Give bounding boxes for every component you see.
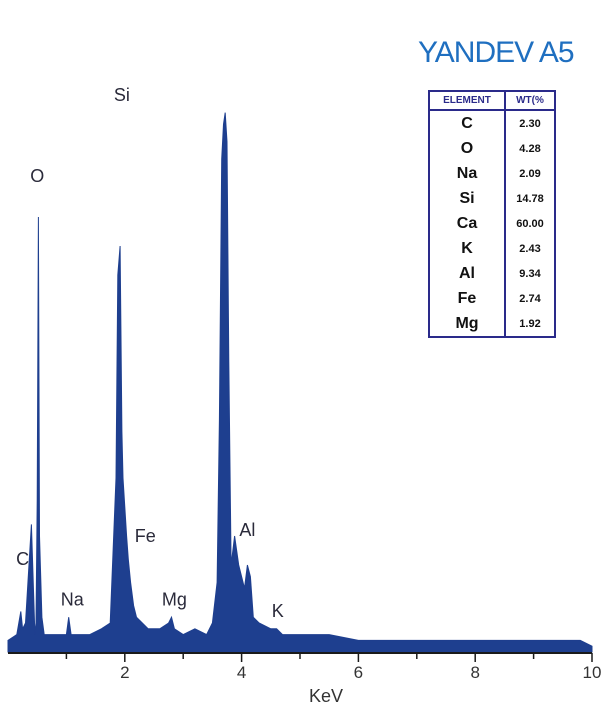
plot-area bbox=[7, 112, 593, 653]
element-cell: Mg bbox=[429, 311, 506, 337]
peak-label-al: Al bbox=[239, 520, 255, 540]
column-header-wt: WT(% bbox=[505, 91, 555, 111]
element-cell: Si bbox=[429, 186, 506, 211]
wt-cell: 2.43 bbox=[519, 242, 541, 255]
peak-label-c: C bbox=[16, 549, 29, 569]
wt-cell: 4.28 bbox=[519, 142, 541, 155]
x-tick-label: 6 bbox=[354, 663, 363, 682]
wt-cell: 60.00 bbox=[516, 217, 544, 230]
element-cell: Al bbox=[429, 261, 506, 286]
table-row: C 2.30 bbox=[429, 110, 555, 136]
x-tick-label: 2 bbox=[120, 663, 129, 682]
composition-table: ELEMENT WT(% C 2.30 O 4.28 Na 2.09 Si 14.78 Ca 60… bbox=[428, 90, 556, 338]
table-row: Si 14.78 bbox=[429, 186, 555, 211]
column-header-element: ELEMENT bbox=[429, 91, 506, 111]
element-cell: Ca bbox=[429, 211, 506, 236]
wt-cell: 9.34 bbox=[519, 267, 541, 280]
wt-cell: 14.78 bbox=[516, 192, 544, 205]
table-header-row: ELEMENT WT(% bbox=[429, 91, 555, 111]
chart-title: YANDEV A5 bbox=[418, 36, 575, 69]
peak-label-k: K bbox=[272, 601, 284, 621]
table-row: Fe 2.74 bbox=[429, 286, 555, 311]
element-cell: O bbox=[429, 136, 506, 161]
x-axis: 2 4 6 8 10 bbox=[8, 652, 602, 682]
element-cell: Fe bbox=[429, 286, 506, 311]
wt-cell: 2.74 bbox=[519, 292, 541, 305]
table-row: Ca 60.00 bbox=[429, 211, 555, 236]
x-tick-label: 4 bbox=[237, 663, 246, 682]
wt-cell: 2.09 bbox=[519, 167, 541, 180]
peak-labels: CONaSiFeMgCaAlK bbox=[16, 85, 284, 621]
x-tick-label: 8 bbox=[470, 663, 479, 682]
x-tick-label: 10 bbox=[583, 663, 602, 682]
table-row: O 4.28 bbox=[429, 136, 555, 161]
peak-label-o: O bbox=[30, 166, 44, 186]
peak-label-si: Si bbox=[114, 85, 130, 105]
element-cell: Na bbox=[429, 161, 506, 186]
spectrum-series bbox=[7, 112, 593, 653]
element-cell: K bbox=[429, 236, 506, 261]
x-axis-label: KeV bbox=[309, 686, 343, 706]
wt-cell: 2.30 bbox=[519, 117, 541, 130]
peak-label-fe: Fe bbox=[135, 526, 156, 546]
wt-cell: 1.92 bbox=[519, 317, 541, 330]
table-row: Al 9.34 bbox=[429, 261, 555, 286]
peak-label-mg: Mg bbox=[162, 590, 187, 610]
element-cell: C bbox=[429, 110, 506, 136]
table-row: Na 2.09 bbox=[429, 161, 555, 186]
table-row: K 2.43 bbox=[429, 236, 555, 261]
table-body: C 2.30 O 4.28 Na 2.09 Si 14.78 Ca 60.00 K 2.43 Al 9.3… bbox=[429, 110, 555, 337]
table-row: Mg 1.92 bbox=[429, 311, 555, 337]
peak-label-na: Na bbox=[61, 590, 85, 610]
